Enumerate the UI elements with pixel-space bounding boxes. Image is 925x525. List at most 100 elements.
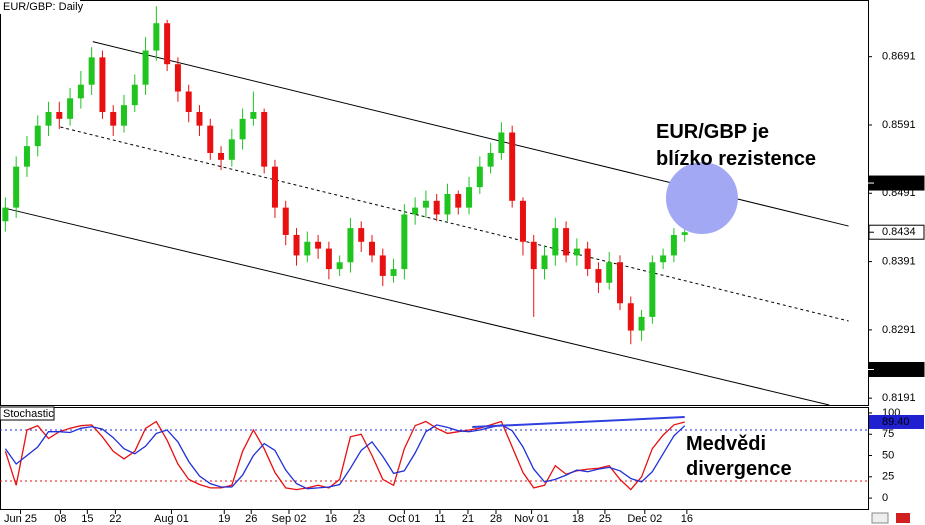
candle-body xyxy=(325,248,332,270)
y-tick-label: 0 xyxy=(882,492,888,504)
x-tick-label: Sep 02 xyxy=(272,513,307,525)
candle-body xyxy=(638,316,645,331)
candle-body xyxy=(617,262,623,304)
candle-body xyxy=(164,23,171,65)
candle-body xyxy=(401,214,408,270)
candle-body xyxy=(239,118,246,140)
title-bg xyxy=(0,0,80,14)
x-tick-label: Nov 01 xyxy=(514,513,549,525)
candle-body xyxy=(573,248,580,256)
candle-body xyxy=(519,200,526,242)
y-tick-label: 0.8391 xyxy=(882,255,916,267)
y-tick-label: 75 xyxy=(882,428,894,440)
candle-body xyxy=(444,193,451,215)
candle-body xyxy=(131,84,138,106)
candle-body xyxy=(282,207,289,235)
y-tick-label: 0.8191 xyxy=(882,392,916,404)
candle-body xyxy=(649,262,656,317)
candle-body xyxy=(660,255,667,263)
candle-body xyxy=(369,241,375,256)
x-tick-label: Dec 02 xyxy=(627,513,662,525)
candle-body xyxy=(315,241,322,249)
candle-body xyxy=(379,255,386,276)
price-marker-label: 0.8434 xyxy=(882,226,916,238)
candle-body xyxy=(422,200,429,208)
x-tick-label: 11 xyxy=(434,513,445,525)
annotation: Medvědi xyxy=(686,433,766,455)
candle-body xyxy=(34,125,41,147)
candle-body xyxy=(196,112,203,126)
annotation: blízko rezistence xyxy=(656,148,816,170)
candle-body xyxy=(207,125,214,153)
candle-body xyxy=(153,23,160,51)
stochastic-panel xyxy=(0,407,869,510)
x-tick-label: 16 xyxy=(681,513,693,525)
candle-body xyxy=(271,166,278,208)
candle-body xyxy=(584,248,591,270)
highlight-circle xyxy=(665,162,738,235)
y-tick-label: 50 xyxy=(882,449,894,461)
candle-body xyxy=(552,228,559,256)
candle-body xyxy=(476,166,483,188)
candle-body xyxy=(358,228,365,242)
candle-body xyxy=(347,228,354,263)
candle-body xyxy=(88,57,95,85)
candle-body xyxy=(670,234,677,256)
candle-body xyxy=(13,166,20,208)
candle-body xyxy=(67,98,74,119)
x-tick-label: Aug 01 xyxy=(154,513,189,525)
x-tick-label: 18 xyxy=(572,513,584,525)
candle-body xyxy=(466,187,473,208)
candle-body xyxy=(121,105,127,126)
panel-title: Stochastic xyxy=(3,408,54,420)
candle-body xyxy=(455,193,462,208)
x-tick-label: 26 xyxy=(245,513,257,525)
candle-body xyxy=(228,139,235,160)
candle-body xyxy=(487,152,494,167)
y-tick-label: 0.8691 xyxy=(882,51,916,63)
icon[interactable] xyxy=(871,512,889,524)
x-tick-label: 22 xyxy=(109,513,121,525)
x-tick-label: 16 xyxy=(325,513,337,525)
candle-body xyxy=(110,112,117,126)
y-tick-label: 25 xyxy=(882,471,894,483)
annotation: divergence xyxy=(686,458,792,480)
x-tick-label: 21 xyxy=(462,513,474,525)
icon[interactable] xyxy=(896,513,910,523)
x-tick-label: Oct 01 xyxy=(388,513,420,525)
price-marker-label: 0.8506 xyxy=(882,177,916,189)
y-tick-label: 0.8291 xyxy=(882,324,916,336)
x-tick-label: 08 xyxy=(54,513,66,525)
candle-body xyxy=(390,269,397,276)
candle-body xyxy=(595,269,602,283)
candle-body xyxy=(433,200,440,215)
candle-body xyxy=(250,112,257,119)
candle-body xyxy=(142,50,149,85)
x-tick-label: 19 xyxy=(218,513,230,525)
candle-body xyxy=(541,255,548,270)
candle-body xyxy=(2,207,9,222)
current-value-label: 89.40 xyxy=(882,416,910,428)
candle-body xyxy=(45,112,52,126)
candle-body xyxy=(77,84,84,99)
candle-body xyxy=(261,112,268,167)
candle-body xyxy=(304,241,311,256)
candle-body xyxy=(627,303,634,331)
y-tick-label: 0.8591 xyxy=(882,119,916,131)
x-tick-label: 25 xyxy=(599,513,611,525)
title-bg xyxy=(0,406,55,421)
candle-body xyxy=(218,152,225,160)
candle-body xyxy=(606,262,613,283)
candle-body xyxy=(185,91,192,113)
annotation: EUR/GBP je xyxy=(656,121,769,143)
divergence-line xyxy=(472,416,685,429)
candle-body xyxy=(681,232,688,235)
candle-body xyxy=(509,132,516,201)
candle-body xyxy=(99,57,106,113)
candle-body xyxy=(563,228,570,256)
candle-body xyxy=(56,112,63,119)
candle-body xyxy=(336,262,343,270)
x-tick-label: Jun 25 xyxy=(4,513,37,525)
candle-body xyxy=(23,146,30,167)
